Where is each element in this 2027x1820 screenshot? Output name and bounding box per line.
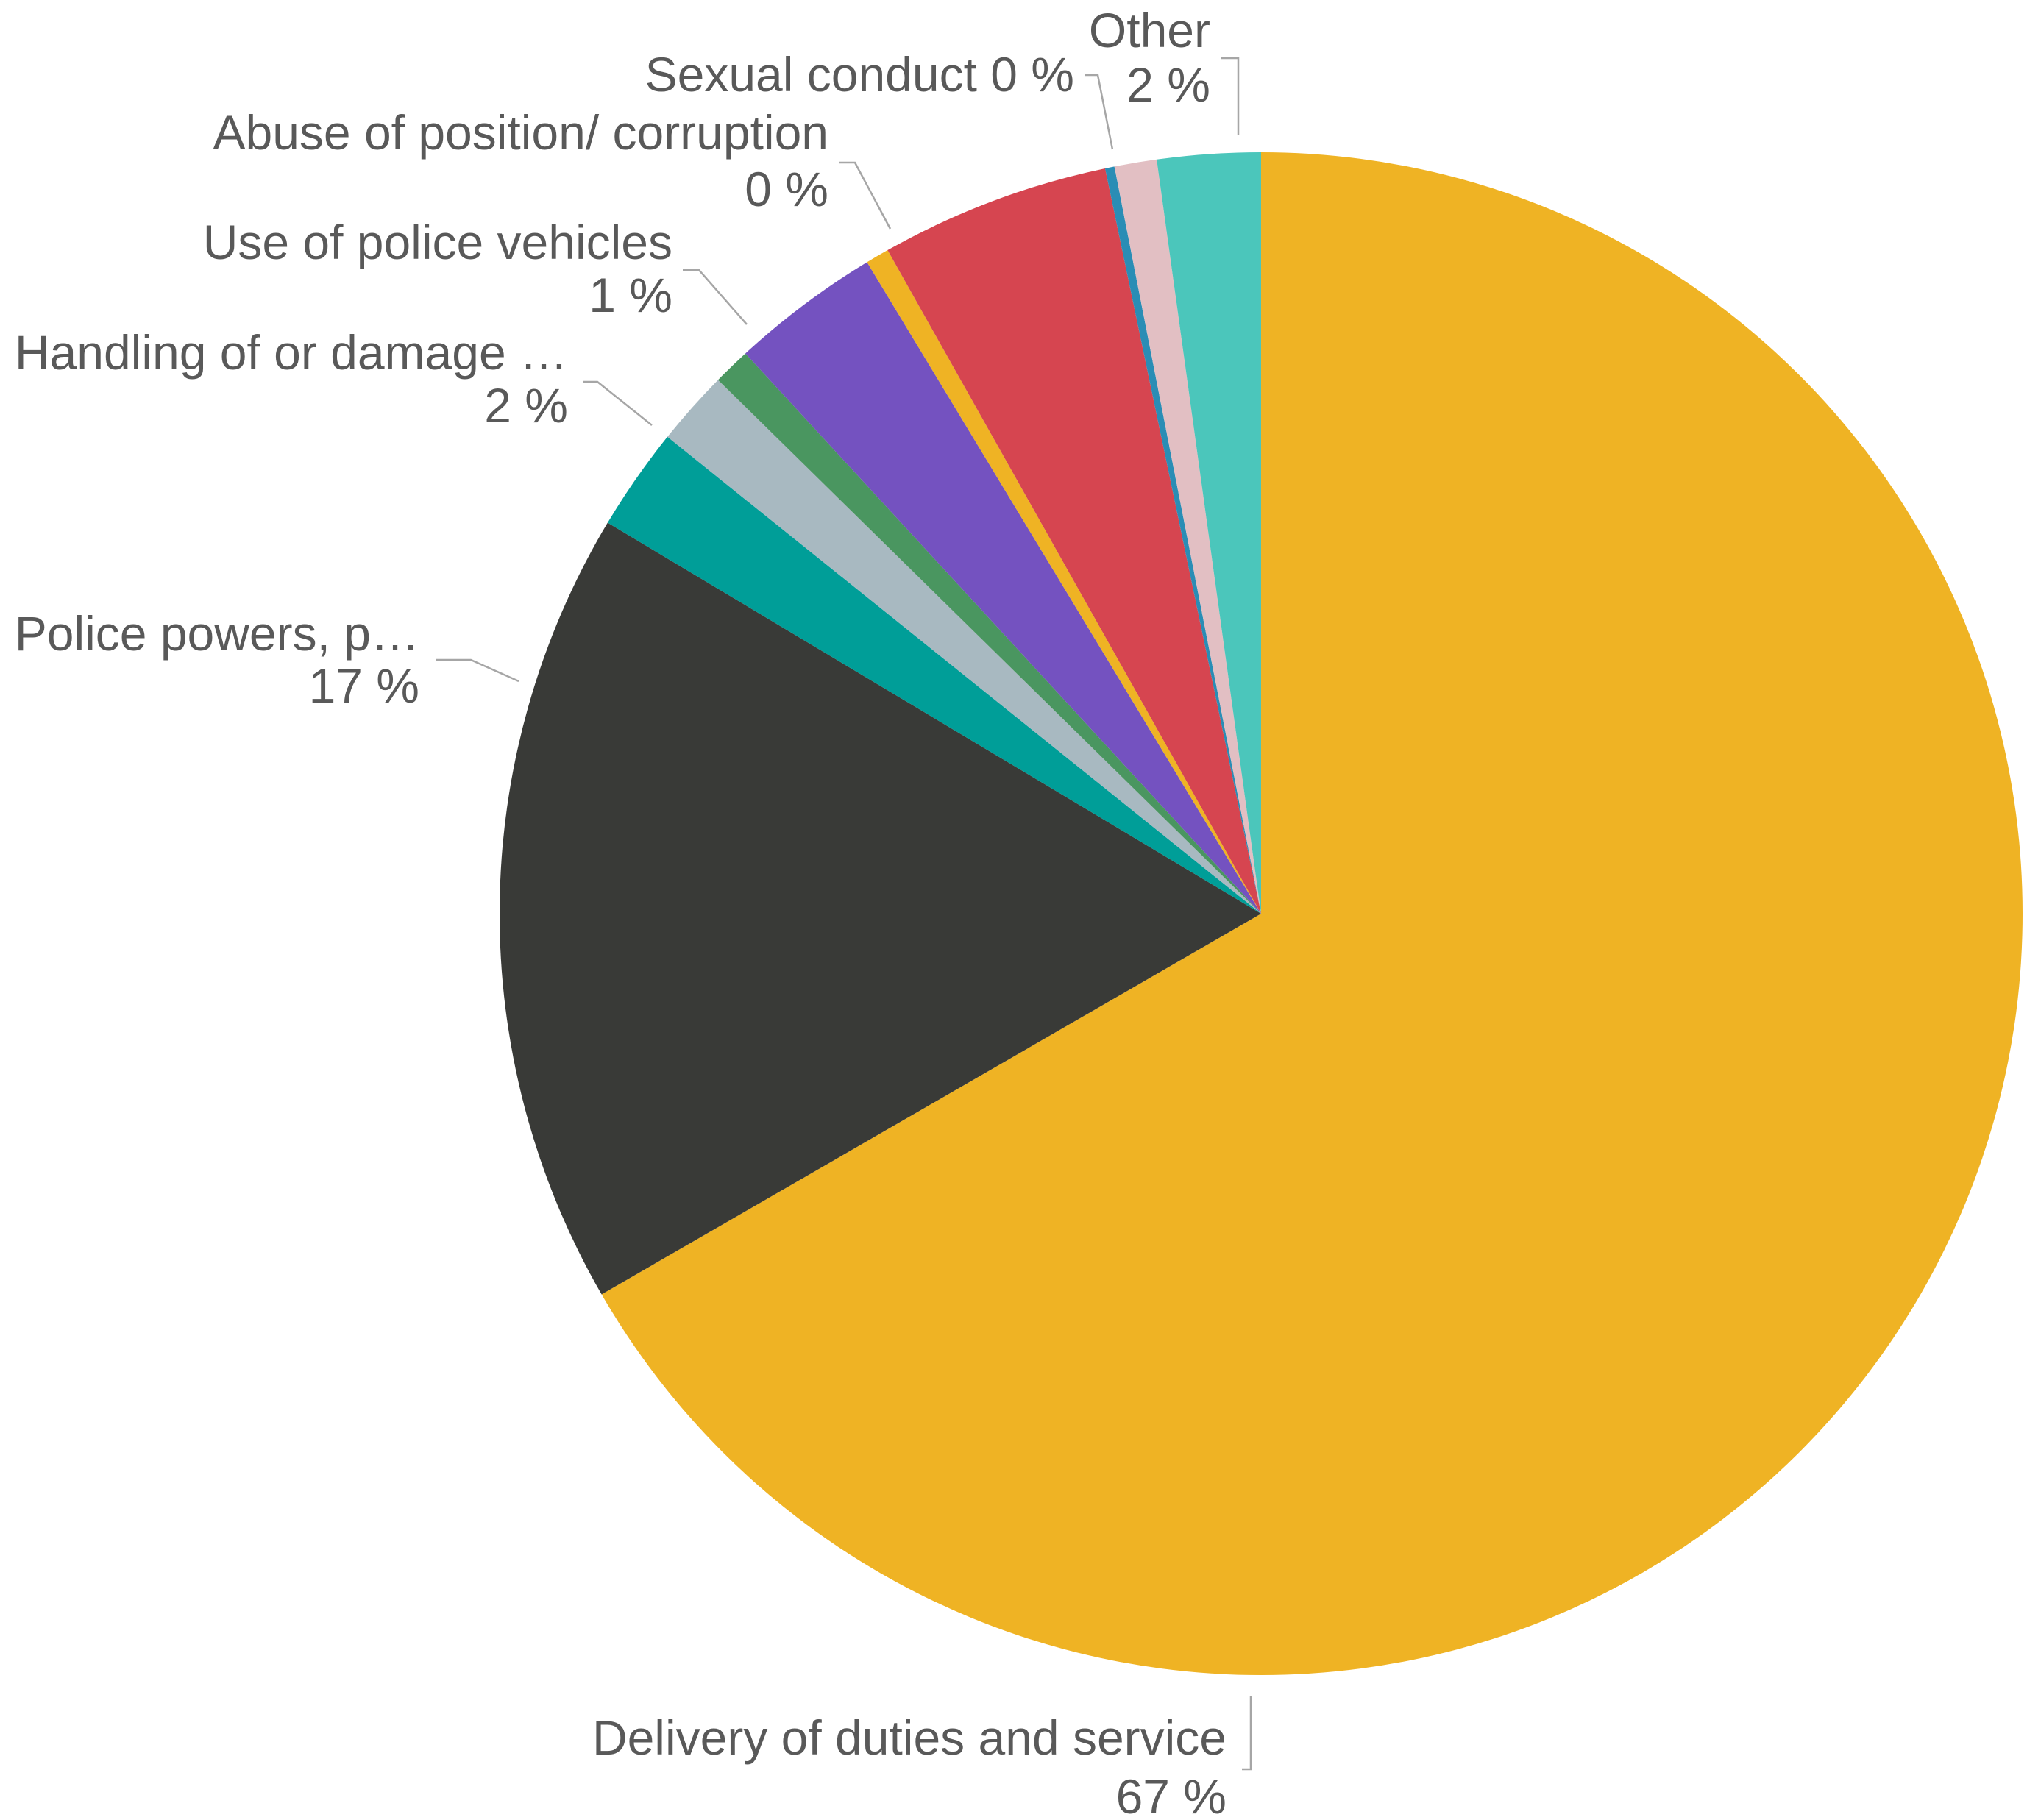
label-vehicles-category: Use of police vehicles — [203, 215, 672, 269]
pie-slice-9 — [1114, 159, 1261, 914]
label-abuse-value: 0 % — [745, 162, 828, 216]
pie-slices — [499, 152, 2023, 1675]
label-handling-category: Handling of or damage … — [15, 325, 568, 380]
leader-other — [1221, 57, 1240, 135]
pie-slice-2 — [607, 436, 1261, 914]
label-other-category: Other — [1089, 3, 1210, 57]
label-delivery-value: 67 % — [1116, 1769, 1227, 1820]
label-police-powers-category: Police powers, p… — [15, 606, 419, 661]
label-vehicles-value: 1 % — [589, 268, 672, 322]
label-delivery-category: Delivery of duties and service — [592, 1710, 1227, 1765]
leader-sexual — [1085, 74, 1114, 150]
leader-abuse — [839, 161, 892, 230]
leader-delivery — [1242, 1696, 1252, 1771]
pie-slice-3 — [667, 380, 1261, 914]
label-handling-value: 2 % — [484, 378, 568, 433]
pie-slice-5 — [745, 262, 1261, 914]
label-abuse-category: Abuse of position/ corruption — [213, 105, 828, 160]
pie-slice-8 — [1104, 166, 1261, 914]
pie-slice-6 — [867, 250, 1261, 914]
pie-slice-4 — [717, 353, 1261, 914]
label-sexual-name: Sexual conduct — [645, 47, 977, 102]
label-sexual-value: 0 % — [990, 47, 1074, 102]
pie-slice-1 — [499, 522, 1262, 1295]
label-sexual-category: Sexual conduct 0 % — [645, 47, 1074, 102]
leader-police-powers — [436, 658, 519, 683]
leader-handling — [583, 380, 653, 426]
label-police-powers-value: 17 % — [309, 658, 419, 713]
pie-slice-7 — [887, 168, 1261, 914]
leader-vehicles — [683, 269, 748, 325]
leader-lines — [436, 57, 1252, 1771]
pie-slice-0 — [601, 152, 2023, 1675]
label-other-value: 2 % — [1126, 57, 1210, 112]
pie-slice-10 — [1157, 152, 1261, 914]
